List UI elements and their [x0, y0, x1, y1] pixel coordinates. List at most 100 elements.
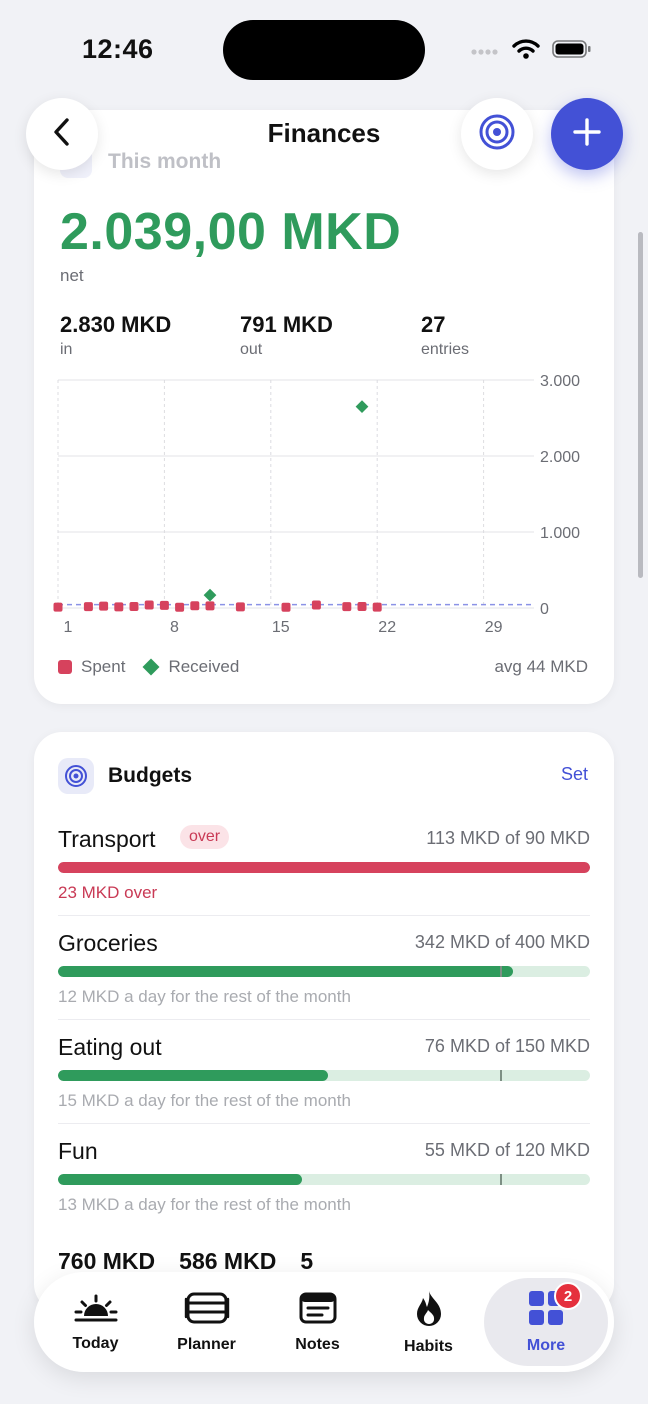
spent-point: [159, 600, 169, 610]
received-point: [203, 588, 217, 602]
add-entry-button[interactable]: [551, 98, 623, 170]
flame-icon: [412, 1289, 446, 1338]
daily-cashflow-chart: 3.000 2.000 1.000 0 1 8 15 22 29: [53, 373, 580, 636]
spent-point: [114, 602, 124, 612]
budget-amount: 76 MKD of 150 MKD: [424, 1036, 590, 1056]
budget-amount: 55 MKD of 120 MKD: [424, 1140, 590, 1160]
budget-amount: 113 MKD of 90 MKD: [426, 828, 590, 848]
budget-progress-bar: [58, 1174, 590, 1185]
received-legend-swatch: [142, 658, 160, 676]
tab-label: Today: [72, 1334, 119, 1352]
divider: [58, 915, 590, 916]
total-spent: 586 MKD: [179, 1248, 277, 1274]
spent-point: [235, 602, 245, 612]
tab-bar: Today Planner Notes Habits More 2: [34, 1272, 614, 1372]
budgets-card: Budgets Set Transport over 113 MKD of 90…: [34, 732, 614, 1312]
cellular-signal-icon: [470, 43, 500, 61]
spent-point: [281, 602, 291, 612]
net-label: net: [60, 266, 84, 285]
budget-progress-fill: [58, 1070, 328, 1081]
stat-in: 2.830 MKD in: [60, 312, 171, 359]
budget-name: Fun: [58, 1138, 98, 1164]
tab-label: Notes: [295, 1335, 340, 1353]
legend-spent-label: Spent: [81, 657, 126, 676]
divider: [58, 1019, 590, 1020]
budget-progress-bar: [58, 966, 590, 977]
back-button[interactable]: [26, 98, 98, 170]
budget-note: 13 MKD a day for the rest of the month: [58, 1195, 351, 1214]
set-budgets-button[interactable]: Set: [560, 764, 588, 784]
spent-legend-swatch: [58, 660, 72, 674]
budgets-title: Budgets: [108, 764, 192, 787]
y-tick-label: 2.000: [540, 449, 580, 466]
pace-marker: [499, 1174, 502, 1185]
stat-label: entries: [421, 341, 470, 358]
budgets-header: Budgets: [58, 758, 192, 794]
spent-point: [99, 601, 109, 611]
budget-note: 23 MKD over: [58, 883, 158, 902]
budget-progress-fill: [58, 862, 590, 873]
chart-legend: Spent Received: [58, 657, 239, 677]
stat-value: 27: [421, 312, 446, 337]
status-icons: [470, 38, 592, 65]
stat-out: 791 MKD out: [240, 312, 333, 359]
budget-totals: 760 MKD 586 MKD 5: [58, 1248, 313, 1275]
nav-header: Finances: [0, 98, 648, 172]
net-amount: 2.039,00 MKD: [60, 203, 402, 261]
spent-point: [311, 600, 321, 610]
budget-name: Transport: [58, 826, 156, 852]
dynamic-island: [223, 20, 425, 80]
spent-point: [53, 602, 63, 612]
budget-amount: 342 MKD of 400 MKD: [414, 932, 590, 952]
stat-label: in: [60, 341, 73, 358]
spent-point: [175, 602, 185, 612]
divider: [58, 1123, 590, 1124]
x-tick-label: 22: [378, 619, 396, 636]
budget-progress-bar: [58, 1070, 590, 1081]
legend-received-label: Received: [168, 657, 240, 676]
spent-point: [357, 601, 367, 611]
plus-icon: [572, 117, 602, 152]
budget-name: Groceries: [58, 930, 158, 956]
stat-value: 2.830 MKD: [60, 312, 172, 337]
spent-point: [144, 600, 154, 610]
tab-label: Habits: [404, 1337, 453, 1355]
average-label: avg 44 MKD: [494, 657, 588, 676]
battery-icon: [552, 39, 592, 64]
budget-goals-button[interactable]: [461, 98, 533, 170]
chevron-left-icon: [52, 117, 72, 152]
spent-point: [83, 602, 93, 612]
status-bar: 12:46: [0, 0, 648, 100]
stat-value: 791 MKD: [240, 312, 333, 337]
spent-point: [205, 601, 215, 611]
stat-entries: 27 entries: [421, 312, 469, 359]
tab-planner[interactable]: Planner: [151, 1278, 262, 1366]
received-point: [355, 400, 369, 413]
pace-marker: [499, 966, 502, 977]
y-tick-label: 1.000: [540, 525, 580, 542]
x-tick-label: 8: [170, 619, 179, 636]
tab-today[interactable]: Today: [40, 1278, 151, 1366]
tab-label: Planner: [177, 1335, 236, 1353]
tab-notes[interactable]: Notes: [262, 1278, 373, 1366]
scrollbar[interactable]: [638, 232, 643, 578]
y-tick-label: 0: [540, 601, 549, 618]
budget-progress-fill: [58, 1174, 302, 1185]
budget-count: 5: [300, 1248, 314, 1274]
page-title: Finances: [267, 118, 381, 148]
budget-progress-bar: [58, 862, 590, 873]
budget-note: 12 MKD a day for the rest of the month: [58, 987, 351, 1006]
x-tick-label: 15: [272, 619, 290, 636]
over-badge: over: [180, 825, 230, 849]
month-summary-card: This month 2.039,00 MKD net 2.830 MKD in…: [34, 110, 614, 704]
tab-habits[interactable]: Habits: [373, 1278, 484, 1366]
spent-point: [190, 601, 200, 611]
stat-label: out: [240, 341, 263, 358]
spent-point: [342, 602, 352, 612]
spent-point: [372, 602, 382, 612]
y-tick-label: 3.000: [540, 373, 580, 390]
tab-more[interactable]: More 2: [484, 1278, 608, 1366]
notification-badge: 2: [554, 1282, 582, 1310]
status-time: 12:46: [82, 34, 154, 64]
sunrise-icon: [73, 1292, 119, 1335]
